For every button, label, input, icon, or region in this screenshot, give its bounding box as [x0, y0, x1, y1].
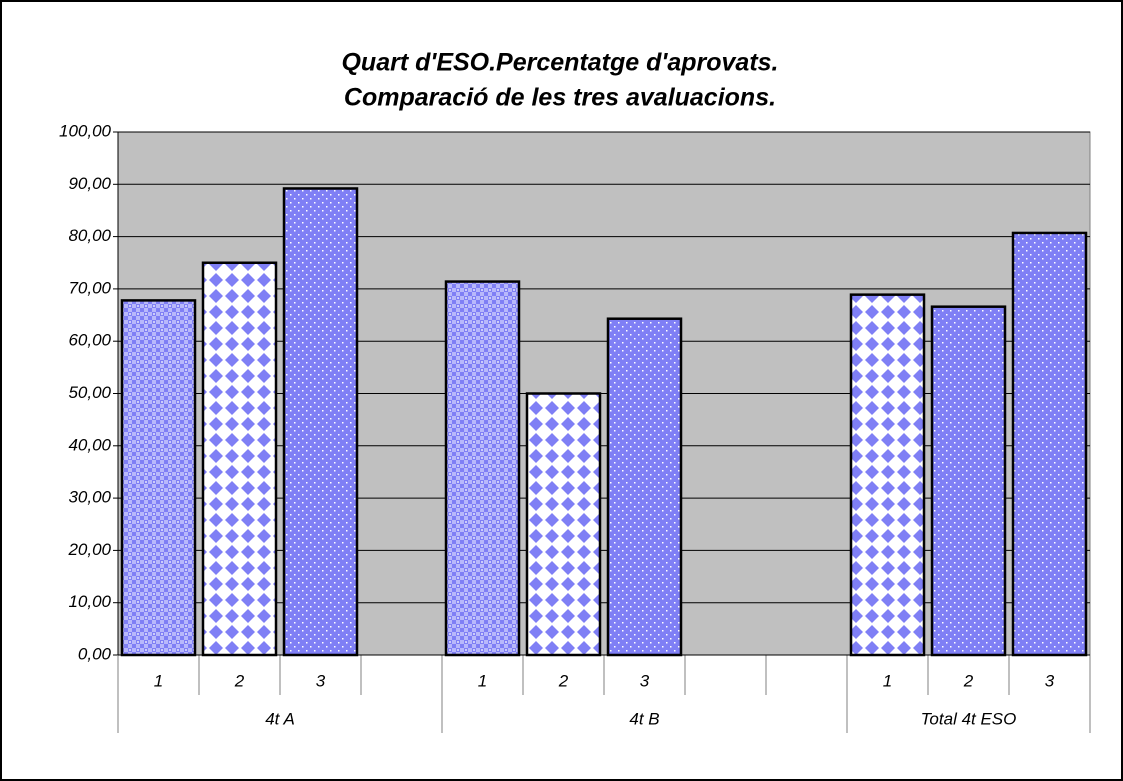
y-tick-label: 70,00	[68, 278, 111, 297]
bar	[120, 299, 197, 657]
y-tick-label: 0,00	[78, 644, 112, 663]
x-group-label: 4t B	[629, 709, 659, 728]
x-tick-label: 2	[234, 671, 245, 690]
x-tick-label: 1	[478, 671, 487, 690]
bar	[606, 317, 683, 657]
bar	[849, 293, 926, 657]
x-tick-label: 1	[154, 671, 163, 690]
x-group-label: Total 4t ESO	[921, 709, 1017, 728]
y-tick-label: 80,00	[68, 226, 111, 245]
x-tick-label: 3	[640, 671, 650, 690]
y-tick-label: 30,00	[68, 488, 111, 507]
y-tick-label: 50,00	[68, 383, 111, 402]
x-group-label: 4t A	[265, 709, 295, 728]
x-tick-label: 3	[1045, 671, 1055, 690]
y-tick-label: 40,00	[68, 435, 111, 454]
bar	[444, 280, 521, 657]
y-tick-label: 60,00	[68, 331, 111, 350]
x-tick-label: 2	[963, 671, 974, 690]
bar	[525, 392, 602, 657]
chart-title: Comparació de les tres avaluacions.	[344, 84, 776, 112]
chart-title: Quart d'ESO.Percentatge d'aprovats.	[341, 49, 778, 77]
x-tick-label: 2	[558, 671, 569, 690]
y-tick-label: 10,00	[68, 592, 111, 611]
bar	[201, 261, 278, 657]
y-tick-label: 100,00	[59, 121, 112, 140]
bar	[1011, 231, 1088, 657]
y-tick-label: 20,00	[67, 540, 111, 559]
x-tick-label: 1	[883, 671, 892, 690]
bar	[282, 187, 359, 657]
y-tick-label: 90,00	[68, 174, 111, 193]
x-tick-label: 3	[316, 671, 326, 690]
bar	[930, 305, 1007, 657]
